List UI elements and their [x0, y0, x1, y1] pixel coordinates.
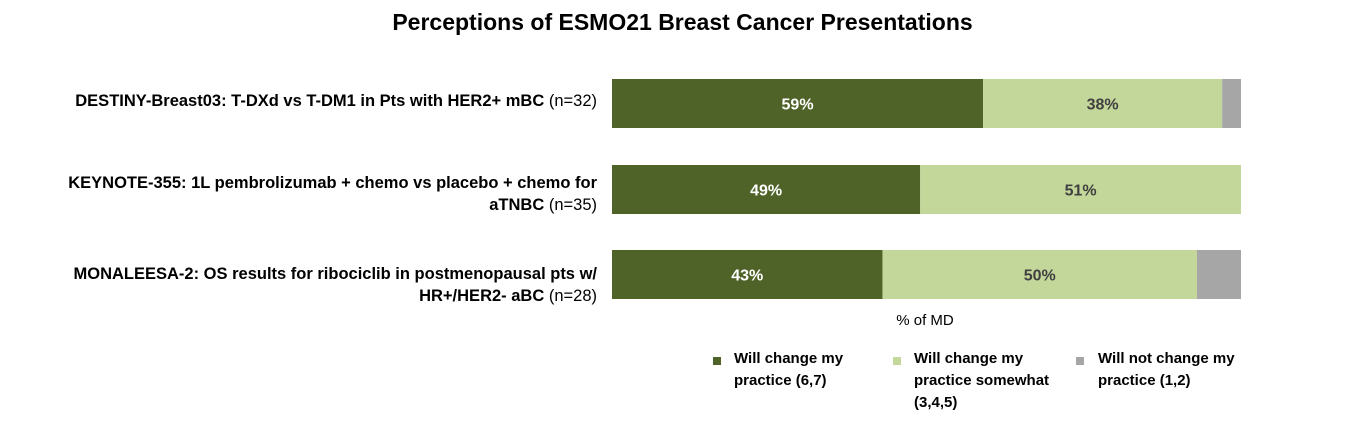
legend-label-not-change: Will not change my practice (1,2) [1098, 350, 1235, 389]
category-label-destiny: DESTINY-Breast03: T-DXd vs T-DM1 in Pts … [20, 90, 597, 112]
bar-segment-1-3 [1222, 79, 1241, 128]
x-axis-label: % of MD [896, 312, 954, 329]
category-label-keynote: KEYNOTE-355: 1L pembrolizumab + chemo vs… [20, 172, 597, 216]
category-name: MONALEESA-2: OS results for ribociclib i… [73, 265, 598, 305]
legend-label-somewhat: Will change my practice somewhat (3,4,5) [914, 350, 1050, 411]
legend-label-change: Will change my practice (6,7) [734, 350, 844, 389]
data-label-2-2: 51% [1065, 183, 1097, 200]
category-name: KEYNOTE-355: 1L pembrolizumab + chemo vs… [68, 174, 597, 214]
data-label-3-1: 43% [731, 268, 763, 285]
category-label-monaleesa: MONALEESA-2: OS results for ribociclib i… [20, 263, 598, 307]
legend-swatch-somewhat [893, 357, 901, 365]
bar-segment-3-3 [1196, 250, 1241, 299]
bar-segment-2-2 [920, 165, 1241, 214]
data-label-3-2: 50% [1024, 268, 1056, 285]
chart-title: Perceptions of ESMO21 Breast Cancer Pres… [392, 9, 973, 35]
data-label-1-2: 38% [1087, 97, 1119, 114]
data-label-2-1: 49% [750, 183, 782, 200]
category-name: DESTINY-Breast03: T-DXd vs T-DM1 in Pts … [75, 92, 545, 110]
legend-swatch-not-change [1076, 357, 1084, 365]
category-n: (n=35) [548, 196, 597, 214]
bar-segment-2-1 [612, 165, 921, 214]
data-label-1-1: 59% [782, 97, 814, 114]
bar-segment-3-1 [612, 250, 883, 299]
bar-segment-1-2 [983, 79, 1223, 128]
bar-segment-1-1 [612, 79, 984, 128]
legend-swatch-change [713, 357, 721, 365]
bar-segment-3-2 [882, 250, 1197, 299]
category-n: (n=32) [548, 92, 597, 110]
category-n: (n=28) [548, 287, 597, 305]
